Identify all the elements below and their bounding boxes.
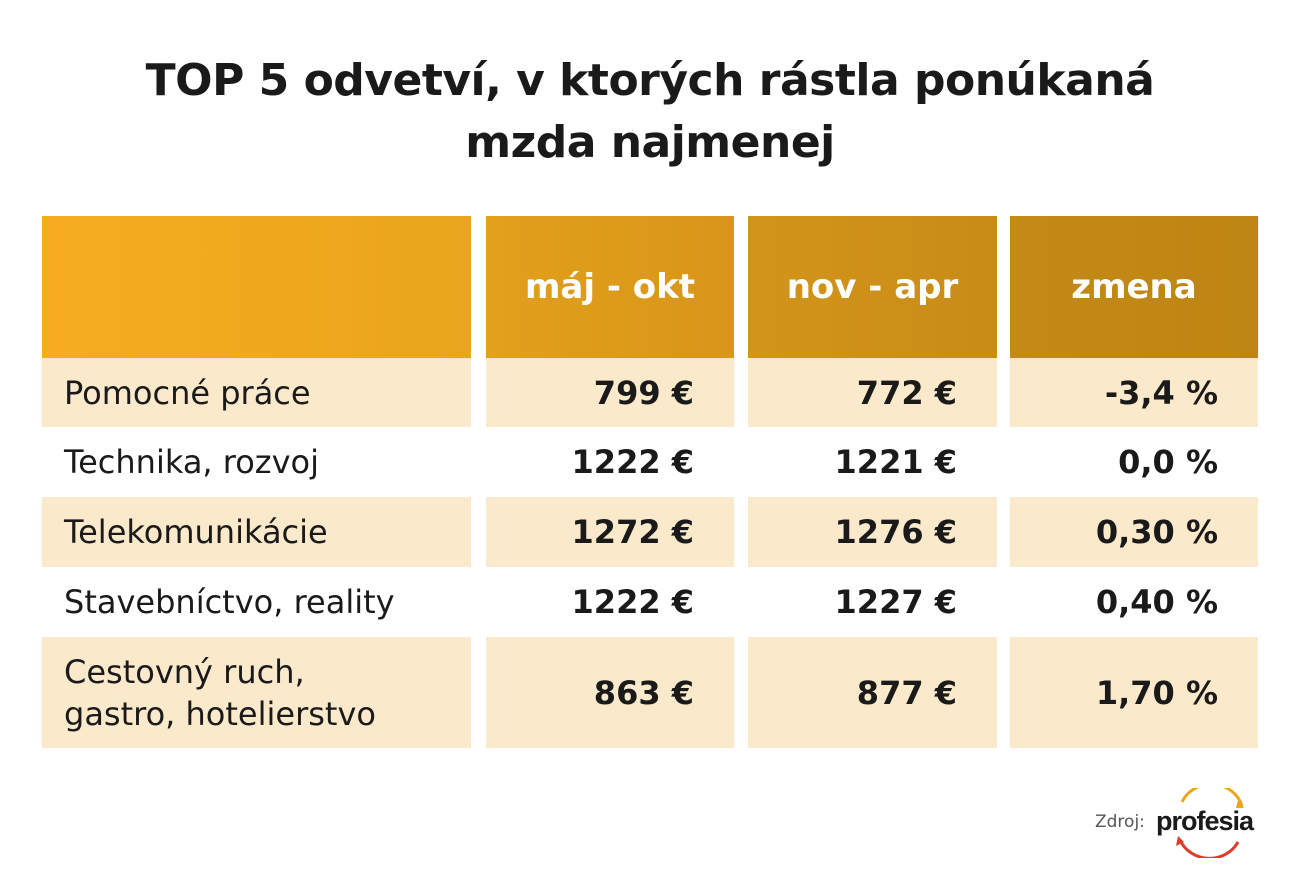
value-may-oct: 799 € (486, 358, 734, 427)
value-nov-apr: 1276 € (748, 497, 997, 567)
value-nov-apr: 772 € (748, 358, 997, 427)
value-change: 0,0 % (1118, 443, 1218, 481)
profesia-logo: profesia (1156, 788, 1256, 858)
svg-text:profesia: profesia (1156, 806, 1255, 836)
page-title: TOP 5 odvetví, v ktorých rástla ponúkaná… (0, 50, 1300, 174)
value-change: -3,4 % (1010, 358, 1258, 427)
value-change: 1,70 % (1010, 637, 1258, 748)
value-may-oct: 863 € (486, 637, 734, 748)
row-label: Technika, rozvoj (64, 443, 319, 481)
title-line-2: mzda najmenej (465, 117, 835, 168)
header-may-oct: máj - okt (486, 216, 734, 358)
row-label: Cestovný ruch, gastro, hotelierstvo (42, 637, 471, 748)
header-nov-apr: nov - apr (748, 216, 997, 358)
value-may-oct: 1222 € (571, 443, 694, 481)
row-label: Telekomunikácie (42, 497, 471, 567)
value-nov-apr: 1221 € (834, 443, 957, 481)
value-change: 0,30 % (1010, 497, 1258, 567)
header-change: zmena (1010, 216, 1258, 358)
value-change: 0,40 % (1095, 583, 1218, 621)
source-label: Zdroj: (1095, 812, 1145, 832)
row-label: Pomocné práce (42, 358, 471, 427)
header-empty (42, 216, 471, 358)
value-nov-apr: 877 € (748, 637, 997, 748)
title-line-1: TOP 5 odvetví, v ktorých rástla ponúkaná (145, 55, 1155, 106)
value-may-oct: 1222 € (571, 583, 694, 621)
value-may-oct: 1272 € (486, 497, 734, 567)
value-nov-apr: 1227 € (834, 583, 957, 621)
row-label: Stavebníctvo, reality (64, 583, 395, 621)
